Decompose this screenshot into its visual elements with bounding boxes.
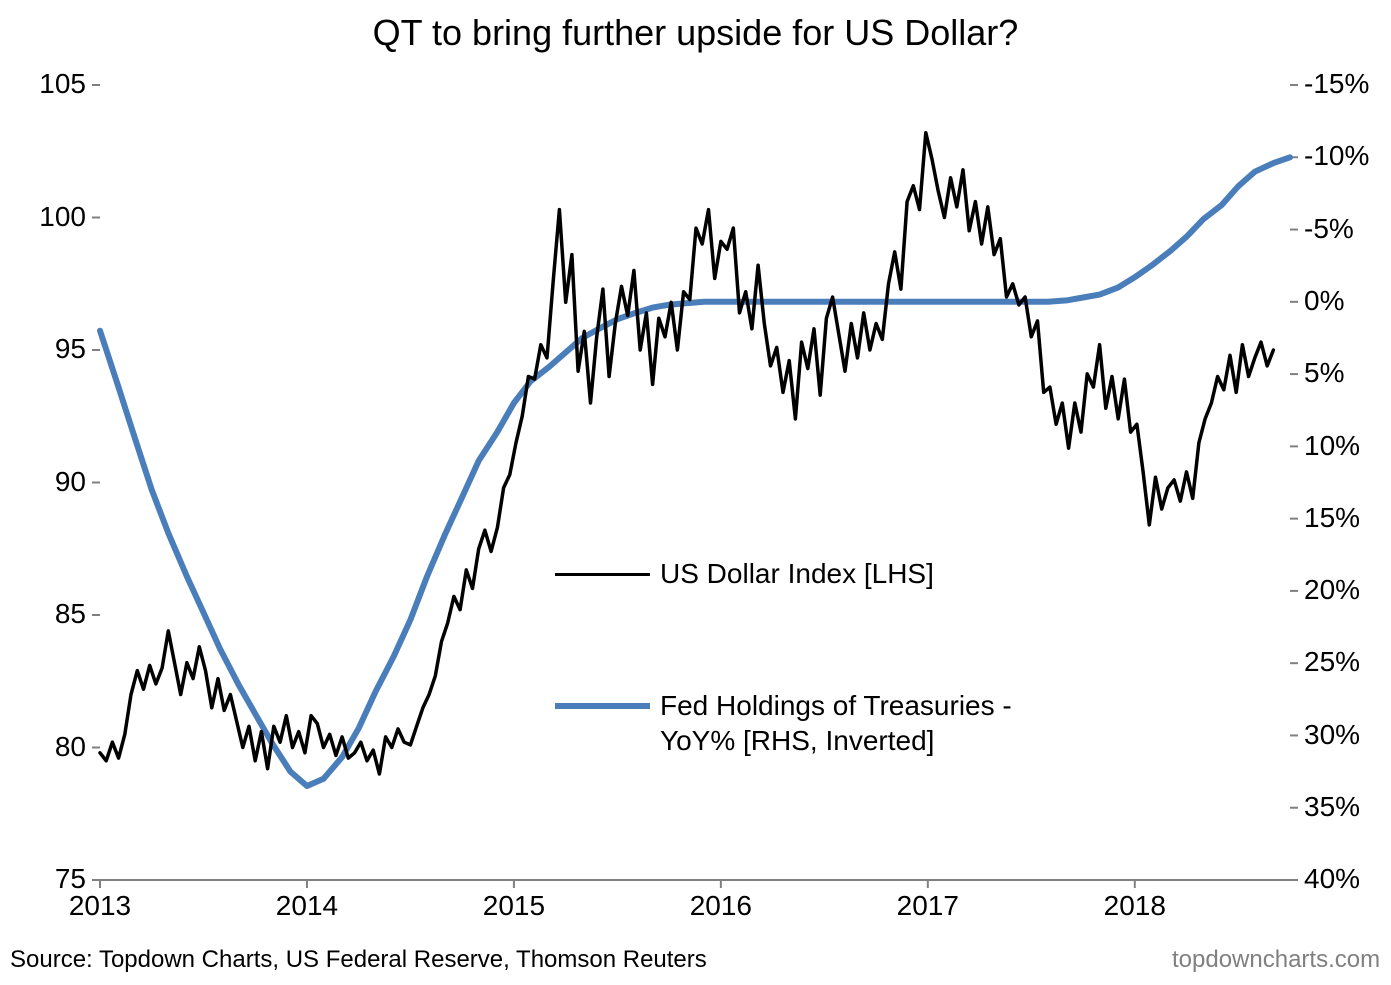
y-left-tick-label: 85 — [55, 598, 86, 630]
x-tick-label: 2013 — [60, 890, 140, 922]
legend-line-sample — [555, 573, 650, 576]
plot-area — [0, 0, 1391, 985]
legend-label: US Dollar Index [LHS] — [660, 558, 934, 590]
y-right-tick-label: 40% — [1304, 863, 1360, 895]
y-right-tick-label: 25% — [1304, 646, 1360, 678]
chart-container: QT to bring further upside for US Dollar… — [0, 0, 1391, 985]
source-text: Source: Topdown Charts, US Federal Reser… — [10, 946, 707, 974]
x-tick-label: 2018 — [1095, 890, 1175, 922]
y-left-tick-label: 105 — [39, 68, 86, 100]
legend-line-sample — [555, 703, 650, 709]
y-left-tick-label: 95 — [55, 333, 86, 365]
x-tick-label: 2015 — [474, 890, 554, 922]
x-tick-label: 2017 — [888, 890, 968, 922]
legend-label: Fed Holdings of Treasuries -YoY% [RHS, I… — [660, 688, 1012, 758]
y-right-tick-label: 15% — [1304, 502, 1360, 534]
y-right-tick-label: 30% — [1304, 719, 1360, 751]
y-left-tick-label: 80 — [55, 731, 86, 763]
y-right-tick-label: -10% — [1304, 140, 1369, 172]
y-right-tick-label: 35% — [1304, 791, 1360, 823]
x-tick-label: 2016 — [681, 890, 761, 922]
y-right-tick-label: 10% — [1304, 430, 1360, 462]
x-tick-label: 2014 — [267, 890, 347, 922]
y-right-tick-label: -5% — [1304, 213, 1354, 245]
attribution-text: topdowncharts.com — [1172, 946, 1380, 974]
y-right-tick-label: 0% — [1304, 285, 1344, 317]
y-right-tick-label: 20% — [1304, 574, 1360, 606]
y-left-tick-label: 100 — [39, 201, 86, 233]
y-right-tick-label: -15% — [1304, 68, 1369, 100]
y-left-tick-label: 90 — [55, 466, 86, 498]
y-right-tick-label: 5% — [1304, 357, 1344, 389]
